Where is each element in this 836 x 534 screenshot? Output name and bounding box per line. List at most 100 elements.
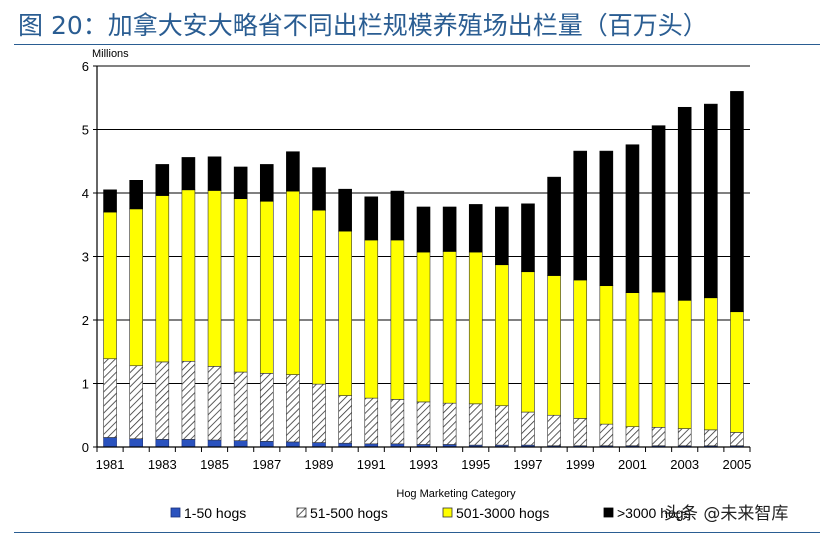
bar-1994-s4	[442, 206, 457, 252]
bar-1981-s2	[103, 358, 117, 438]
bar-1990-s2	[338, 395, 352, 444]
y-tick-label: 4	[82, 186, 89, 201]
legend-label-3: 501-3000 hogs	[456, 505, 549, 521]
bar-1995-s2	[468, 403, 483, 446]
bar-1987-s4	[259, 164, 274, 202]
bar-1996-s2	[495, 405, 509, 446]
bar-1997-s4	[521, 203, 535, 273]
y-axis-label: Millions	[92, 48, 129, 60]
bar-1984-s1	[181, 439, 196, 448]
bar-1981-s3	[103, 211, 117, 360]
bar-1995-s4	[468, 204, 483, 253]
bar-1991-s4	[364, 196, 379, 241]
x-tick-label: 1987	[252, 457, 281, 472]
bar-1985-s3	[207, 190, 222, 367]
bar-1993-s3	[416, 251, 431, 403]
x-tick-label: 1981	[96, 457, 125, 472]
bar-1987-s2	[259, 373, 274, 442]
bar-2004-s3	[704, 297, 718, 431]
bar-1988-s4	[286, 151, 300, 192]
bar-1996-s4	[495, 206, 509, 266]
bar-2001-s3	[625, 292, 640, 427]
x-tick-label: 1999	[566, 457, 595, 472]
bar-2003-s4	[677, 106, 692, 301]
bar-1990-s4	[338, 188, 352, 232]
bar-1981-s4	[103, 189, 117, 213]
bar-1997-s3	[521, 271, 535, 413]
legend-swatch-3	[442, 507, 453, 518]
bar-1983-s4	[155, 164, 170, 196]
bar-1987-s3	[259, 200, 274, 374]
bar-2001-s2	[625, 426, 640, 447]
y-tick-label: 0	[82, 440, 89, 455]
bar-2001-s4	[625, 144, 640, 294]
bar-1986-s2	[233, 371, 248, 441]
watermark: 头条 @未来智库	[664, 504, 789, 524]
y-tick-label: 2	[82, 313, 89, 328]
bottom-divider	[14, 532, 820, 533]
bar-1997-s2	[521, 411, 535, 446]
bar-2003-s2	[677, 428, 692, 447]
legend-label-4: >3000 hogs	[617, 505, 691, 521]
bar-2002-s2	[651, 427, 666, 447]
legend: 1-50 hogs 51-500 hogs 501-3000 hogs >3000 h…	[170, 505, 691, 521]
bar-1992-s4	[390, 190, 405, 241]
bar-1991-s3	[364, 239, 379, 399]
bar-1986-s1	[233, 440, 248, 448]
bar-2002-s4	[651, 125, 666, 293]
bar-1984-s4	[181, 157, 196, 191]
bar-1989-s4	[312, 167, 326, 211]
x-tick-label: 1995	[461, 457, 490, 472]
bar-1989-s1	[312, 442, 326, 448]
bar-2004-s4	[704, 103, 718, 299]
y-tick-label: 3	[82, 250, 89, 265]
bar-1994-s2	[442, 402, 457, 445]
bar-1999-s3	[573, 279, 588, 419]
legend-swatch-2	[296, 507, 307, 518]
bar-2004-s2	[704, 429, 718, 447]
bar-1986-s3	[233, 198, 248, 373]
bar-1988-s1	[286, 441, 300, 448]
bar-1989-s3	[312, 209, 326, 385]
bar-2005-s3	[730, 311, 744, 433]
bar-1986-s4	[233, 166, 248, 200]
bar-1993-s2	[416, 401, 431, 445]
x-tick-label: 1985	[200, 457, 229, 472]
axes: 0 1 2 3 4 5 6 1981 1983 1985 1987 1989 1991 1993 1995 1…	[82, 59, 752, 472]
bar-1982-s2	[129, 365, 143, 440]
bar-1987-s1	[259, 440, 274, 448]
bar-1998-s3	[547, 275, 561, 416]
bar-1984-s2	[181, 360, 196, 440]
legend-label-1: 1-50 hogs	[184, 505, 246, 521]
bar-2005-s2	[730, 432, 744, 447]
x-tick-label: 1991	[357, 457, 386, 472]
bars	[103, 91, 744, 448]
bar-1983-s2	[155, 361, 170, 440]
bar-1998-s4	[547, 176, 561, 276]
bar-1982-s3	[129, 208, 143, 367]
bar-1990-s3	[338, 230, 352, 396]
bar-2002-s3	[651, 291, 666, 428]
bar-1993-s4	[416, 206, 431, 253]
x-tick-label: 1989	[305, 457, 334, 472]
bar-2000-s3	[599, 285, 614, 425]
bar-1982-s1	[129, 438, 143, 448]
x-tick-label: 1983	[148, 457, 177, 472]
bar-1992-s2	[390, 399, 405, 445]
bar-1996-s3	[495, 264, 509, 407]
title-divider	[14, 44, 820, 45]
bar-2000-s2	[599, 423, 614, 447]
legend-swatch-4	[603, 507, 614, 518]
legend-label-2: 51-500 hogs	[310, 505, 388, 521]
figure-title: 图 20：加拿大安大略省不同出栏规模养殖场出栏量（百万头）	[18, 11, 708, 40]
bar-1985-s2	[207, 366, 222, 441]
bar-1991-s2	[364, 397, 379, 445]
bar-1992-s3	[390, 239, 405, 400]
bar-1983-s3	[155, 195, 170, 363]
x-tick-label: 2003	[670, 457, 699, 472]
bar-1999-s2	[573, 418, 588, 447]
bar-1983-s1	[155, 439, 170, 448]
x-tick-label: 2001	[618, 457, 647, 472]
x-tick-label: 2005	[722, 457, 751, 472]
